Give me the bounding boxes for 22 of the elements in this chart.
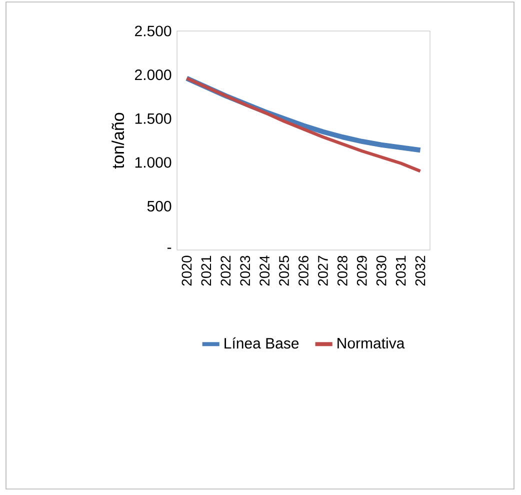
x-tick-label: 2021 <box>201 256 212 286</box>
x-tick-label: 2027 <box>318 256 328 286</box>
y-tick-label: 1.500 <box>135 113 172 124</box>
x-tick-label: 2023 <box>240 256 250 286</box>
y-tick-label: 500 <box>147 200 172 212</box>
x-tick-label: 2025 <box>279 256 290 286</box>
x-tick-label: 2026 <box>298 256 308 286</box>
x-tick-label: 2030 <box>376 256 386 286</box>
x-tick-label: 2020 <box>182 256 192 286</box>
x-tick-label: 2024 <box>260 256 270 286</box>
y-tick-label: 2.000 <box>135 69 172 80</box>
y-tick-label: 1.000 <box>135 157 172 168</box>
legend-label: Línea Base <box>224 337 299 349</box>
y-tick-label: - <box>167 248 172 249</box>
y-axis-title: ton/año <box>112 112 124 169</box>
x-tick-label: 2031 <box>396 256 406 286</box>
legend-label: Normativa <box>338 338 405 349</box>
x-tick-label: 2022 <box>220 256 231 286</box>
x-tick-label: 2029 <box>356 256 367 286</box>
y-tick-label: 2.500 <box>135 26 172 36</box>
x-tick-label: 2032 <box>415 256 426 286</box>
x-tick-label: 2028 <box>337 256 348 286</box>
